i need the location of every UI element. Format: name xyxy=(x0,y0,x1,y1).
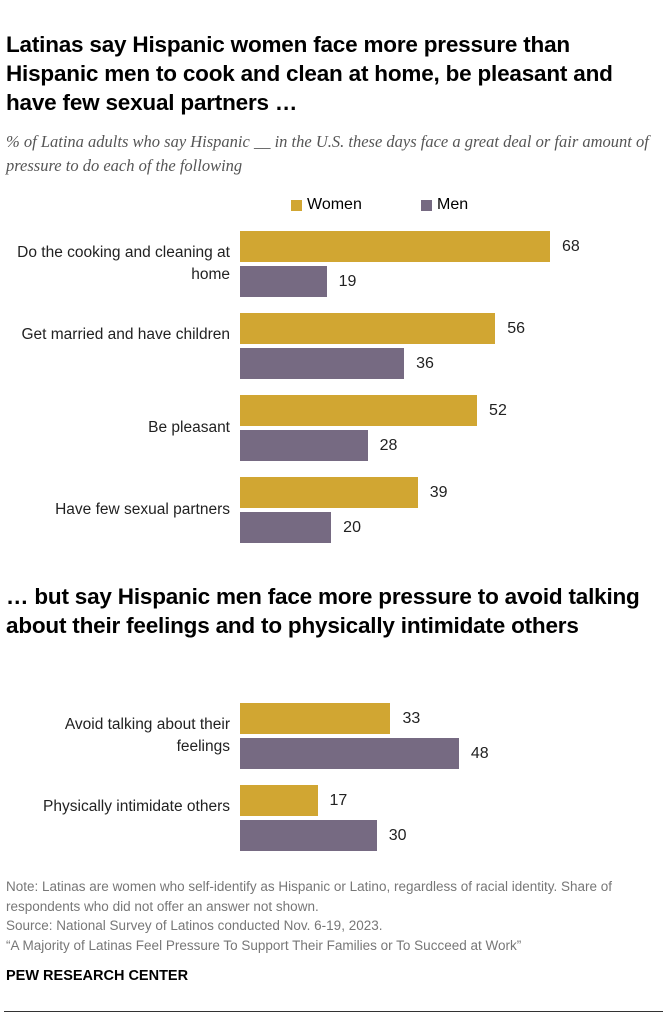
bar-women xyxy=(240,785,318,816)
bar-men xyxy=(240,348,405,379)
category-label: Be pleasant xyxy=(148,419,230,436)
legend-swatch-women xyxy=(291,199,302,211)
value-label-men: 36 xyxy=(416,355,434,372)
chart-title-1: Latinas say Hispanic women face more pre… xyxy=(6,32,613,115)
value-label-women: 56 xyxy=(507,320,526,337)
value-label-men: 30 xyxy=(388,827,407,844)
value-label-women: 39 xyxy=(429,484,448,501)
notes: Note: Latinas are women who self-identif… xyxy=(6,877,666,955)
value-label-women: 33 xyxy=(402,710,421,727)
legend-label-women: Women xyxy=(307,196,362,213)
value-label-women: 17 xyxy=(329,792,348,809)
note-text: Note: Latinas are women who self-identif… xyxy=(6,879,613,914)
bar-women xyxy=(240,477,418,508)
category-label: Get married and have children xyxy=(21,326,230,343)
bar-women xyxy=(240,395,478,426)
bar-women xyxy=(240,231,550,262)
legend-women: Women xyxy=(291,196,362,214)
legend-swatch-men xyxy=(421,199,432,211)
category-label: Physically intimidate others xyxy=(43,798,230,815)
chart-subtitle: % of Latina adults who say Hispanic __ i… xyxy=(6,132,649,175)
value-label-men: 20 xyxy=(343,519,361,536)
bar-men xyxy=(240,430,368,461)
legend-label-men: Men xyxy=(437,196,469,213)
category-label: Have few sexual partners xyxy=(55,501,230,518)
value-label-men: 28 xyxy=(379,437,398,454)
source-text: Source: National Survey of Latinos condu… xyxy=(6,918,383,933)
value-label-women: 68 xyxy=(562,238,580,255)
bar-men xyxy=(240,512,332,543)
value-label-men: 48 xyxy=(470,745,489,762)
category-label: Avoid talking about their feelings xyxy=(64,716,230,755)
bar-women xyxy=(240,703,391,734)
value-label-women: 52 xyxy=(489,402,507,419)
bar-men xyxy=(240,820,377,851)
pew-logo-text: PEW RESEARCH CENTER xyxy=(6,968,189,984)
value-label-men: 19 xyxy=(338,273,357,290)
legend-men: Men xyxy=(421,196,468,214)
bar-men xyxy=(240,738,459,769)
chart-title-2: … but say Hispanic men face more pressur… xyxy=(6,584,640,638)
report-title: “A Majority of Latinas Feel Pressure To … xyxy=(6,937,522,953)
bar-women xyxy=(240,313,496,344)
bar-men xyxy=(240,266,327,297)
category-label: Do the cooking and cleaning at home xyxy=(17,244,230,283)
bottom-rule xyxy=(4,1011,663,1012)
